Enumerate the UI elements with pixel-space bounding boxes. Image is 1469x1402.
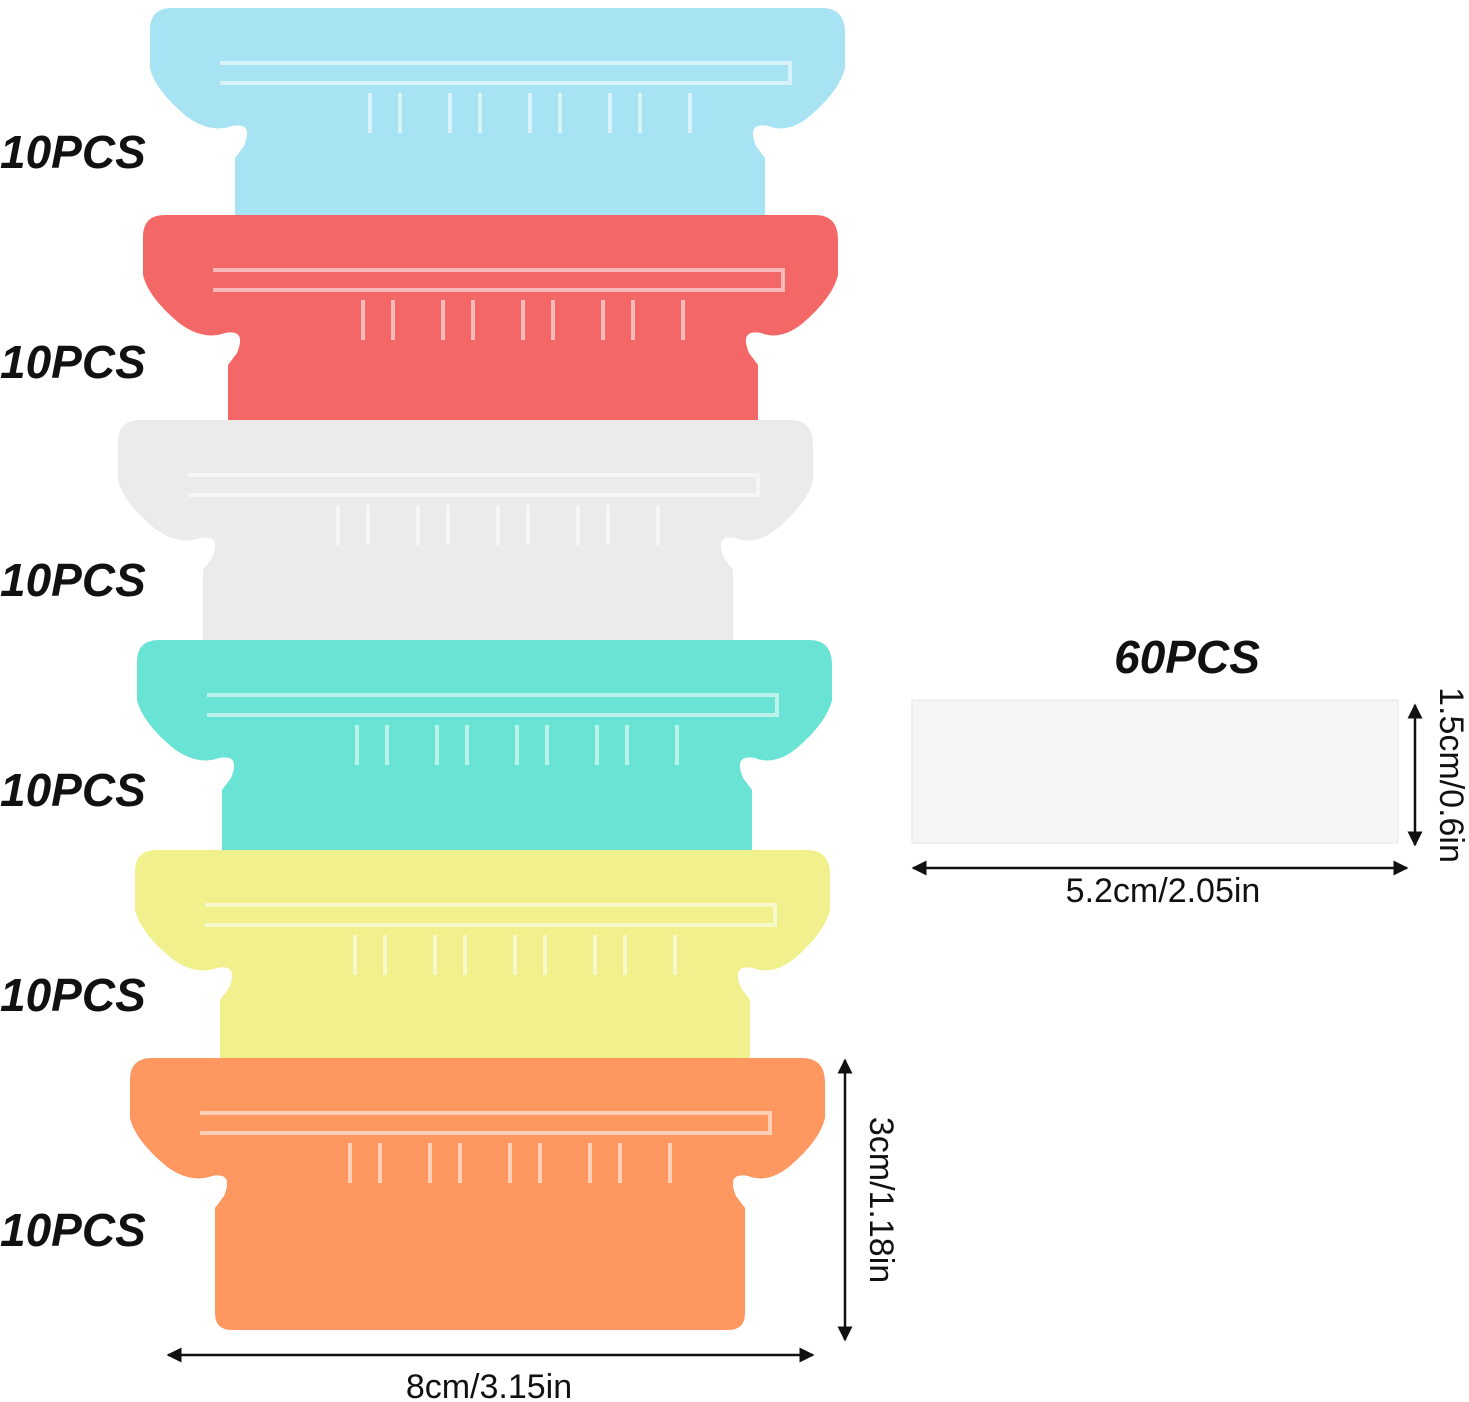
insert-count: 60PCS [1114, 631, 1260, 683]
tab-count: 10PCS [0, 126, 146, 178]
insert-width: 5.2cm/2.05in [1066, 872, 1261, 910]
tab-height: 3cm/1.18in [862, 1117, 900, 1283]
tab-count: 10PCS [0, 554, 146, 606]
tab-width: 8cm/3.15in [406, 1368, 572, 1402]
tab-count: 10PCS [0, 336, 146, 388]
tab-count: 10PCS [0, 764, 146, 816]
tab-count: 10PCS [0, 969, 146, 1021]
insert-height: 1.5cm/0.6in [1432, 687, 1469, 863]
tab [130, 1058, 825, 1330]
tab-count: 10PCS [0, 1204, 146, 1256]
insert [911, 699, 1399, 844]
tab-stack [118, 8, 845, 1330]
